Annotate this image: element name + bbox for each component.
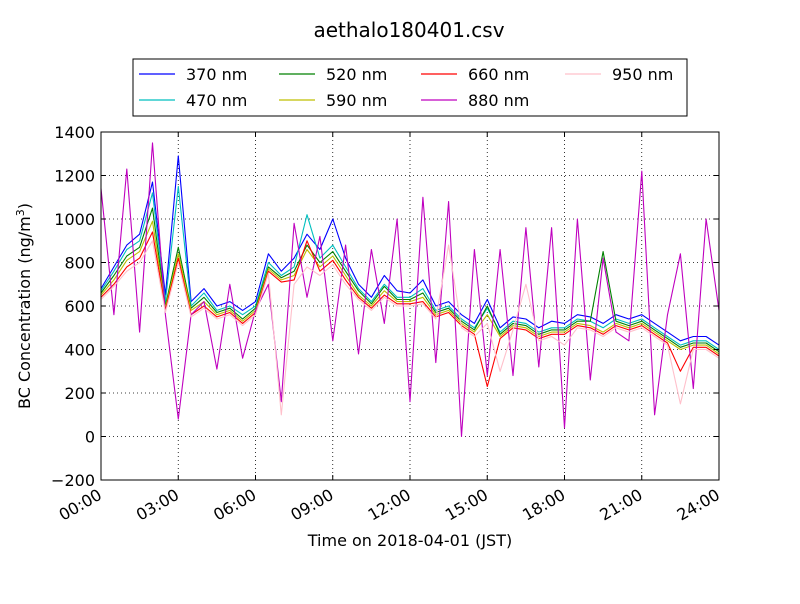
y-tick-label: 1000 <box>54 210 95 229</box>
y-tick-label: 200 <box>64 384 95 403</box>
axis-ticks <box>100 131 720 481</box>
legend-label-470-nm: 470 nm <box>186 91 247 110</box>
chart-title: aethalo180401.csv <box>313 18 504 42</box>
legend-label-950-nm: 950 nm <box>612 65 673 84</box>
series-line-520-nm <box>100 207 720 353</box>
series-line-660-nm <box>100 231 720 388</box>
series-line-950-nm <box>100 240 720 416</box>
y-axis-tick-labels: −200 0 200 400 600 800 1000 1200 1400 <box>51 123 95 490</box>
y-axis-label: BC Concentration (ng/m3) <box>14 203 34 409</box>
legend-label-590-nm: 590 nm <box>326 91 387 110</box>
legend-box <box>132 58 688 117</box>
y-axis-label-superscript: 3 <box>14 209 27 216</box>
y-axis-label-main: BC Concentration (ng/m <box>15 216 34 409</box>
legend-label-660-nm: 660 nm <box>468 65 529 84</box>
x-axis-label: Time on 2018-04-01 (JST) <box>307 531 512 550</box>
y-tick-label: 800 <box>64 254 95 273</box>
legend-label-370-nm: 370 nm <box>186 65 247 84</box>
series-line-880-nm <box>100 142 720 438</box>
y-axis-label-end: ) <box>15 203 34 209</box>
legend-label-880-nm: 880 nm <box>468 91 529 110</box>
series-layer <box>100 142 720 438</box>
legend: 370 nm 470 nm 520 nm 590 nm 660 nm 880 nm 950 … <box>132 58 688 117</box>
y-tick-label: 0 <box>85 428 95 447</box>
y-tick-label: 1400 <box>54 123 95 142</box>
legend-label-520-nm: 520 nm <box>326 65 387 84</box>
y-tick-label: −200 <box>51 471 95 490</box>
y-tick-label: 600 <box>64 297 95 316</box>
y-tick-label: 1200 <box>54 167 95 186</box>
y-tick-label: 400 <box>64 341 95 360</box>
series-line-370-nm <box>100 155 720 346</box>
